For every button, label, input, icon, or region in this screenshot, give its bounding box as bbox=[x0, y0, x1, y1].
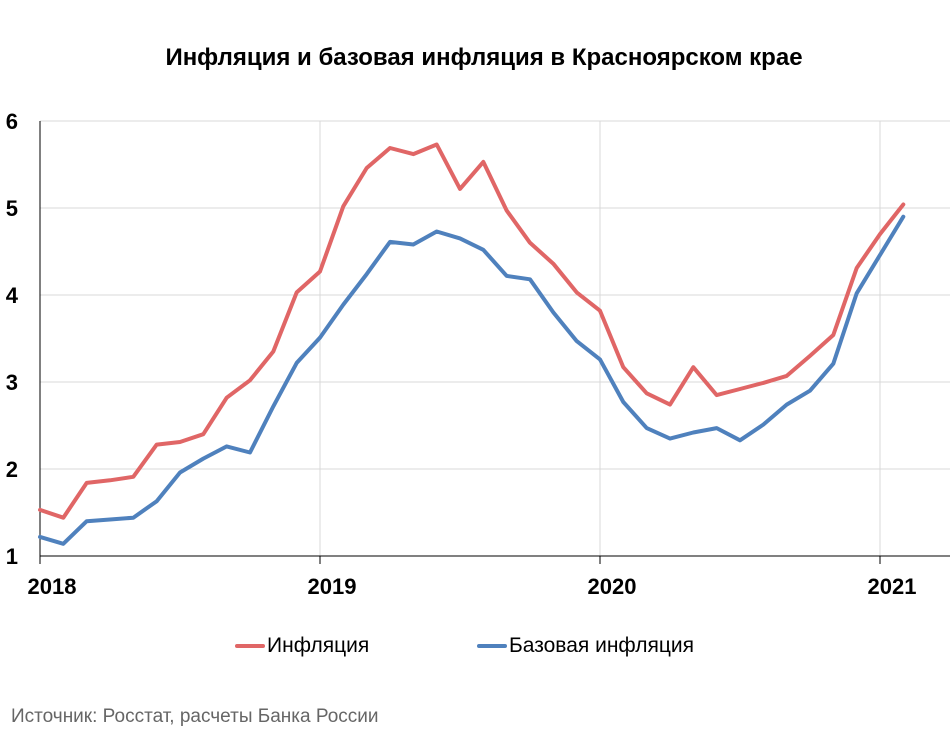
x-tick-label: 2021 bbox=[868, 574, 917, 599]
legend-swatch-inflation bbox=[235, 644, 265, 648]
legend-item-core-inflation: Базовая инфляция bbox=[477, 634, 694, 658]
chart-title: Инфляция и базовая инфляция в Красноярск… bbox=[165, 44, 803, 71]
grid-lines bbox=[40, 120, 950, 556]
source-note: Источник: Росстат, расчеты Банка России bbox=[11, 706, 379, 727]
x-tick-label: 2018 bbox=[28, 574, 77, 599]
tick-labels: 1 2 3 4 5 6 2018 2019 2020 2021 bbox=[6, 109, 917, 599]
series-lines bbox=[38, 142, 906, 546]
x-tick-label: 2019 bbox=[308, 574, 357, 599]
series-line-inflation bbox=[38, 142, 906, 520]
legend: Инфляция Базовая инфляция bbox=[0, 634, 950, 664]
series-line-core-inflation bbox=[38, 214, 906, 546]
legend-label-inflation: Инфляция bbox=[267, 634, 370, 657]
y-tick-label: 4 bbox=[6, 283, 19, 308]
y-tick-label: 6 bbox=[6, 109, 18, 134]
legend-swatch-core-inflation bbox=[477, 644, 507, 648]
y-tick-label: 2 bbox=[6, 457, 18, 482]
y-tick-label: 3 bbox=[6, 370, 18, 395]
line-chart: 1 2 3 4 5 6 2018 2019 2020 2021 bbox=[6, 109, 950, 599]
legend-label-core-inflation: Базовая инфляция bbox=[509, 634, 695, 657]
y-tick-label: 1 bbox=[6, 544, 18, 569]
axes bbox=[39, 121, 950, 564]
legend-item-inflation: Инфляция bbox=[235, 634, 369, 658]
y-tick-label: 5 bbox=[6, 196, 18, 221]
x-tick-label: 2020 bbox=[588, 574, 637, 599]
